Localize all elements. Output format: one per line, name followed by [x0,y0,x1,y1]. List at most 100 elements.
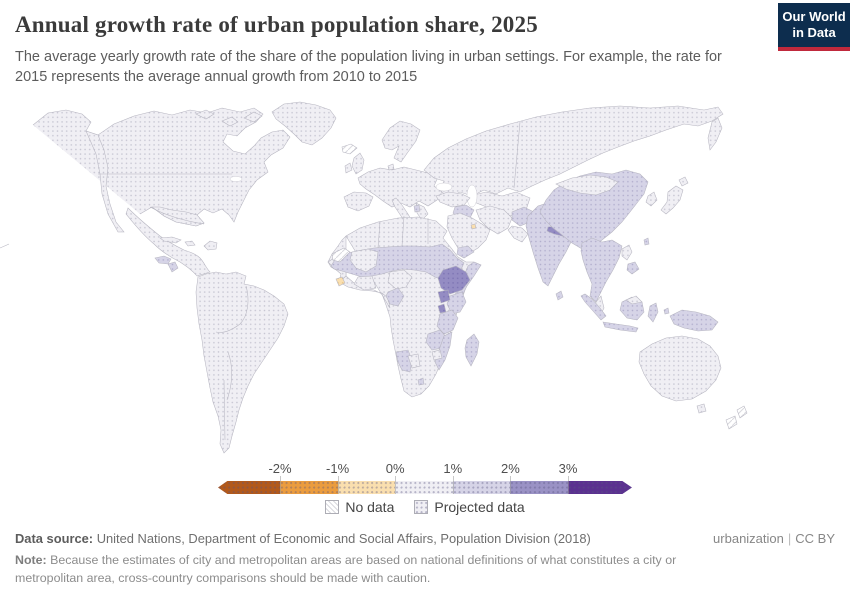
country-central-europe[interactable] [357,166,443,208]
country-greenland[interactable] [271,101,337,146]
country-na-westcoast[interactable] [85,130,125,233]
country-hispaniola[interactable] [184,240,196,247]
border-us-mexico [149,206,205,225]
country-new-guinea[interactable] [669,309,719,332]
country-botswana[interactable] [407,353,421,369]
country-mali[interactable] [349,248,379,273]
country-australia[interactable] [638,335,722,402]
projected-data-label: Projected data [434,499,525,515]
map-legend: -2% -1% 0% 1% 2% 3% No data Projected da… [218,461,632,517]
country-namibia[interactable] [395,349,413,373]
country-nigeria[interactable] [387,269,413,290]
country-sri-lanka[interactable] [555,290,564,301]
country-japan[interactable] [660,176,689,215]
legend-bin-1-2[interactable] [452,481,511,494]
legend-projected-data[interactable]: Projected data [414,499,525,515]
country-uganda[interactable] [437,289,451,304]
country-ghana-ivory-coast[interactable] [353,275,377,291]
country-tasmania[interactable] [696,403,707,414]
country-nicaragua[interactable] [167,261,179,273]
owid-logo[interactable]: Our World in Data [778,3,850,51]
country-sulawesi[interactable] [647,302,659,323]
country-sierra-leone[interactable] [335,276,346,287]
legend-bin-above-3[interactable] [567,481,632,494]
country-kenya[interactable] [446,291,467,315]
country-yemen[interactable] [456,245,475,259]
great-lakes [229,176,243,182]
country-sumatra[interactable] [580,293,607,321]
country-honduras[interactable] [154,255,172,265]
attribution: urbanization | CC BY [713,531,835,546]
legend-tick-line [280,476,281,494]
country-iceland[interactable] [341,143,358,155]
country-arctic-islands[interactable] [195,109,263,127]
chart-header: Annual growth rate of urban population s… [15,10,835,87]
legend-bin-below-neg2[interactable] [218,481,280,494]
no-data-swatch [325,500,340,514]
border-south-america [215,285,249,441]
owid-logo-line1: Our World [782,9,846,24]
legend-bin-neg2-neg1[interactable] [280,481,338,494]
country-ethiopia[interactable] [437,265,471,295]
legend-tick-label: 3% [558,461,578,476]
country-united-kingdom[interactable] [351,152,365,175]
legend-bin-neg1-0[interactable] [337,481,396,494]
chart-subtitle: The average yearly growth rate of the sh… [15,49,722,85]
country-saudi-arabia[interactable] [446,212,491,255]
legend-tick-label: -1% [326,461,350,476]
legend-tick-line [510,476,512,494]
caspian-sea [466,184,478,208]
legend-tick-label: 2% [500,461,520,476]
country-cuba[interactable] [159,236,182,244]
attribution-separator: | [787,531,792,546]
country-western-sahara[interactable] [331,247,351,263]
country-north-borneo-malaysia[interactable] [625,295,643,305]
country-zimbabwe[interactable] [431,349,443,361]
country-kuwait[interactable] [470,223,477,230]
legend-tick-line [395,476,397,494]
country-java[interactable] [602,321,639,333]
legend-no-data[interactable]: No data [325,499,394,515]
country-korea[interactable] [645,191,658,207]
country-denmark[interactable] [387,163,395,171]
note-text: Because the estimates of city and metrop… [15,553,677,585]
data-source-line: Data source: United Nations, Department … [15,531,591,546]
country-moluccas[interactable] [663,307,670,315]
country-new-zealand[interactable] [725,405,748,430]
country-taiwan[interactable] [643,237,650,246]
country-lesotho[interactable] [417,377,425,386]
no-data-label: No data [345,499,395,515]
country-albania[interactable] [413,204,421,213]
country-pakistan[interactable] [507,225,529,243]
black-sea [435,182,453,192]
country-philippines-mindanao[interactable] [626,261,640,275]
legend-tick-label: -2% [268,461,292,476]
country-south-america[interactable] [195,271,289,454]
legend-tick-line [452,476,454,494]
country-cameroon-congo[interactable] [385,287,405,307]
legend-tick-label: 0% [385,461,405,476]
topic-link[interactable]: urbanization [713,531,784,546]
country-tanzania[interactable] [436,309,459,335]
country-turkey[interactable] [435,191,471,208]
country-mongolia[interactable] [555,174,619,196]
country-se-asia-mainland[interactable] [580,237,623,303]
legend-color-bar [218,481,632,494]
legend-bin-0-1[interactable] [395,481,453,494]
country-scandinavia[interactable] [381,120,421,163]
chart-footer: Data source: United Nations, Department … [15,531,835,588]
country-usa-west[interactable] [151,206,205,227]
country-iberia[interactable] [343,191,374,212]
country-ireland[interactable] [344,162,353,174]
page-title: Annual growth rate of urban population s… [15,12,538,37]
country-yucatan[interactable] [203,240,218,251]
data-source-label: Data source: [15,531,94,546]
country-philippines-luzon[interactable] [621,244,633,261]
legend-swatches: No data Projected data [218,499,632,515]
license-link[interactable]: CC BY [795,531,835,546]
country-madagascar[interactable] [464,333,480,367]
legend-bin-2-3[interactable] [510,481,568,494]
country-iran[interactable] [475,205,513,235]
country-kamchatka[interactable] [707,117,723,151]
projected-data-swatch [414,500,429,514]
